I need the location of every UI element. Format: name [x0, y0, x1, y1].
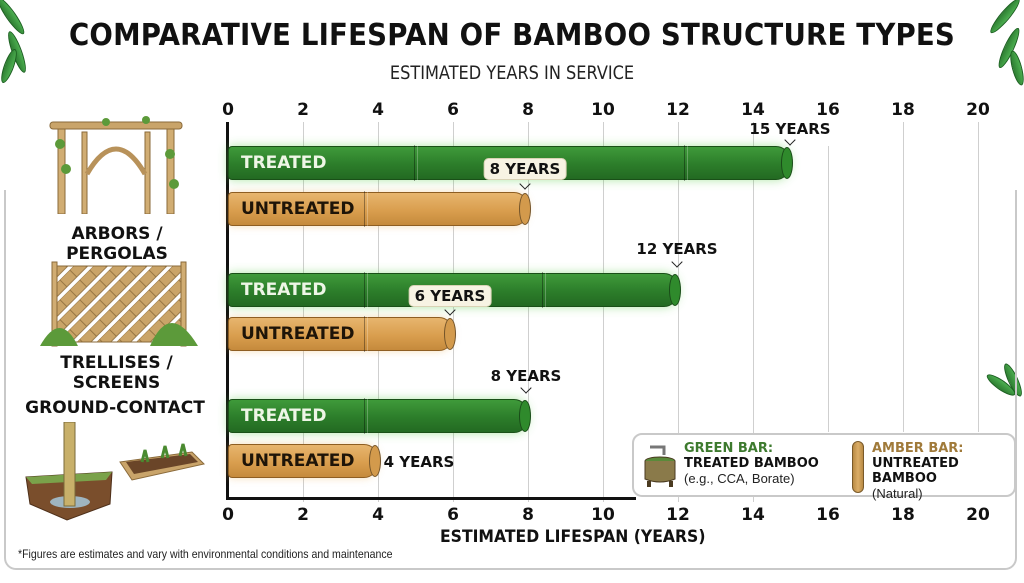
category-label-trellises: TRELLISES / SCREENS: [60, 353, 173, 393]
tick-label: 4: [372, 505, 384, 525]
tick-label: 2: [297, 505, 309, 525]
tick-label: 10: [591, 100, 615, 120]
bar-label: UNTREATED: [241, 451, 355, 471]
legend-green-main: TREATED BAMBOO: [684, 456, 819, 471]
tick-label: 6: [447, 100, 459, 120]
chart-frame: [4, 190, 1017, 570]
y-axis-line: [226, 122, 229, 500]
untreated-bamboo-pole-icon: [852, 441, 864, 493]
value-label-trellises-treated: 12 YEARS: [636, 240, 718, 258]
legend-green-sub: (e.g., CCA, Borate): [684, 471, 795, 486]
tick-label: 12: [666, 505, 690, 525]
treated-tank-icon: [642, 445, 678, 489]
tick-label: 20: [966, 505, 990, 525]
tick-label: 8: [522, 100, 534, 120]
bar-label: TREATED: [241, 406, 327, 426]
tick-label: 4: [372, 100, 384, 120]
value-label-arbors-treated: 15 YEARS: [749, 120, 831, 138]
tick-label: 16: [816, 100, 840, 120]
chart-subtitle: ESTIMATED YEARS IN SERVICE: [389, 62, 635, 84]
legend: GREEN BAR: TREATED BAMBOO (e.g., CCA, Bo…: [632, 433, 1016, 501]
bar-ground-contact-untreated: UNTREATED: [228, 444, 381, 478]
tick-label: 14: [741, 100, 765, 120]
value-label-ground-contact-treated: 8 YEARS: [490, 367, 562, 385]
tick-label: 6: [447, 505, 459, 525]
category-label-arbors: ARBORS / PERGOLAS: [66, 224, 168, 264]
bar-ground-contact-treated: TREATED: [228, 398, 531, 434]
trellis-illustration: [40, 260, 200, 350]
bar-arbors-untreated: UNTREATED: [228, 191, 531, 227]
value-label-arbors-untreated: 8 YEARS: [483, 158, 567, 180]
tick-label: 0: [222, 100, 234, 120]
category-label-ground-contact: GROUND-CONTACT: [25, 398, 205, 418]
tick-label: 18: [891, 505, 915, 525]
arbor-illustration: [46, 114, 186, 215]
tick-label: 2: [297, 100, 309, 120]
chart-title: COMPARATIVE LIFESPAN OF BAMBOO STRUCTURE…: [68, 18, 956, 53]
tick-label: 8: [522, 505, 534, 525]
legend-amber-title: AMBER BAR:: [872, 441, 964, 456]
x-axis-line: [226, 497, 636, 500]
bar-label: TREATED: [241, 153, 327, 173]
legend-amber-main: UNTREATED BAMBOO: [872, 456, 959, 486]
x-axis-title: ESTIMATED LIFESPAN (YEARS): [440, 527, 706, 547]
tick-label: 10: [591, 505, 615, 525]
legend-amber-sub: (Natural): [872, 486, 923, 501]
tick-label: 16: [816, 505, 840, 525]
tick-label: 12: [666, 100, 690, 120]
bar-label: TREATED: [241, 280, 327, 300]
bar-label: UNTREATED: [241, 324, 355, 344]
bar-trellises-untreated: UNTREATED: [228, 316, 456, 352]
tick-label: 18: [891, 100, 915, 120]
tick-label: 20: [966, 100, 990, 120]
legend-green-title: GREEN BAR:: [684, 441, 774, 456]
footnote: *Figures are estimates and vary with env…: [18, 547, 393, 561]
tick-label: 14: [741, 505, 765, 525]
bar-label: UNTREATED: [241, 199, 355, 219]
value-label-ground-contact-untreated: 4 YEARS: [383, 453, 455, 471]
ground-contact-illustration: [22, 421, 212, 522]
value-label-trellises-untreated: 6 YEARS: [408, 285, 492, 307]
tick-label: 0: [222, 505, 234, 525]
